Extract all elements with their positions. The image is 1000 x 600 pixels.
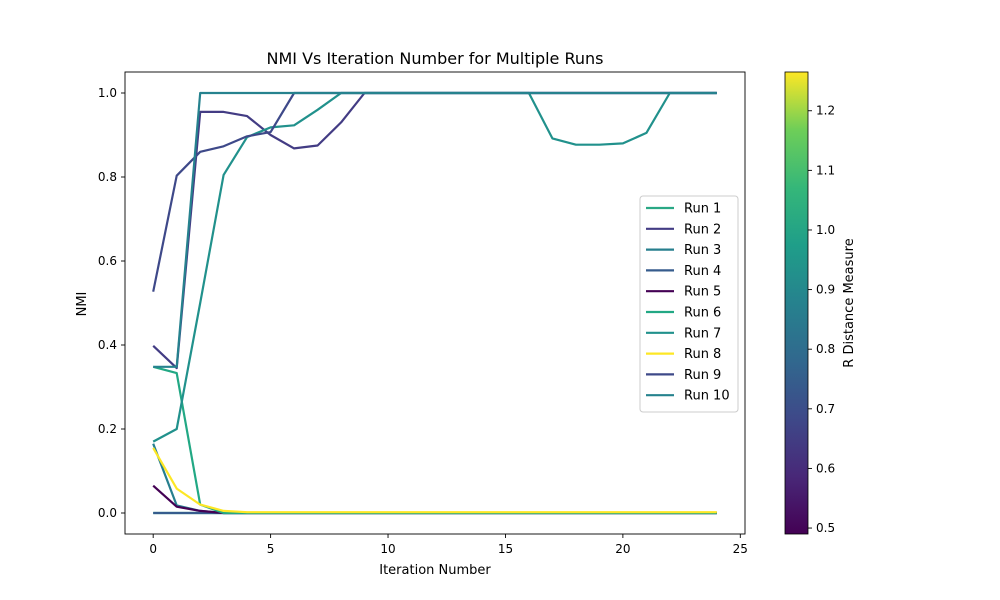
- colorbar-tick-label: 1.0: [816, 223, 835, 237]
- colorbar-tick-label: 0.5: [816, 521, 835, 535]
- y-axis-label: NMI: [75, 292, 90, 317]
- series-line-run-10: [153, 91, 717, 368]
- legend-entry-run-5: Run 5: [684, 285, 721, 300]
- series-line-run-9: [152, 91, 717, 292]
- legend-entry-run-10: Run 10: [684, 389, 730, 404]
- colorbar-tick-label: 1.2: [816, 104, 835, 118]
- colorbar-tick-label: 0.9: [816, 283, 835, 297]
- plot-area: 0 5 10 15 20 25 0.0 0.2 0.4 0.6 0.8 1.0: [98, 71, 748, 556]
- series-line-run-2: [152, 91, 717, 370]
- colorbar-gradient: [784, 71, 809, 535]
- legend-entry-run-2: Run 2: [684, 222, 721, 237]
- x-tick-label: 10: [380, 542, 395, 556]
- colorbar: R Distance Measure 0.5 0.6 0.7 0.8 0.9 1.0 1.1…: [784, 71, 857, 535]
- y-tick-label: 0.4: [98, 338, 117, 352]
- legend-entry-run-8: Run 8: [684, 347, 721, 362]
- colorbar-label: R Distance Measure: [842, 238, 857, 367]
- y-tick-label: 0.0: [98, 506, 117, 520]
- x-tick-label: 0: [149, 542, 157, 556]
- y-tick-label: 0.2: [98, 422, 117, 436]
- series-line-run-8: [152, 447, 717, 514]
- x-tick-label: 15: [498, 542, 513, 556]
- legend-entry-run-9: Run 9: [684, 368, 721, 383]
- colorbar-tick-label: 0.8: [816, 342, 835, 356]
- y-tick-label: 0.8: [98, 170, 117, 184]
- legend: Run 1 Run 2 Run 3 Run 4 Run 5 Run 6 Run 7 Run 8…: [639, 195, 739, 413]
- series-line-run-3: [152, 443, 717, 515]
- axes-frame: [124, 71, 746, 535]
- series-line-run-7: [152, 91, 717, 443]
- legend-entry-run-4: Run 4: [684, 264, 721, 279]
- y-tick-label: 1.0: [98, 86, 117, 100]
- colorbar-tick-label: 1.1: [816, 163, 835, 177]
- legend-entry-run-1: Run 1: [684, 202, 721, 217]
- legend-entry-run-7: Run 7: [684, 326, 721, 341]
- colorbar-tick-label: 0.6: [816, 461, 835, 475]
- chart-title: NMI Vs Iteration Number for Multiple Run…: [267, 49, 604, 68]
- x-tick-label: 20: [615, 542, 630, 556]
- series-line-run-5: [152, 484, 717, 515]
- legend-entry-run-6: Run 6: [684, 306, 721, 321]
- y-tick-label: 0.6: [98, 254, 117, 268]
- x-tick-label: 5: [267, 542, 275, 556]
- x-axis-label: Iteration Number: [379, 563, 491, 578]
- series-line-run-6: [152, 365, 717, 515]
- legend-entry-run-3: Run 3: [684, 243, 721, 258]
- colorbar-tick-label: 0.7: [816, 402, 835, 416]
- x-tick-label: 25: [733, 542, 748, 556]
